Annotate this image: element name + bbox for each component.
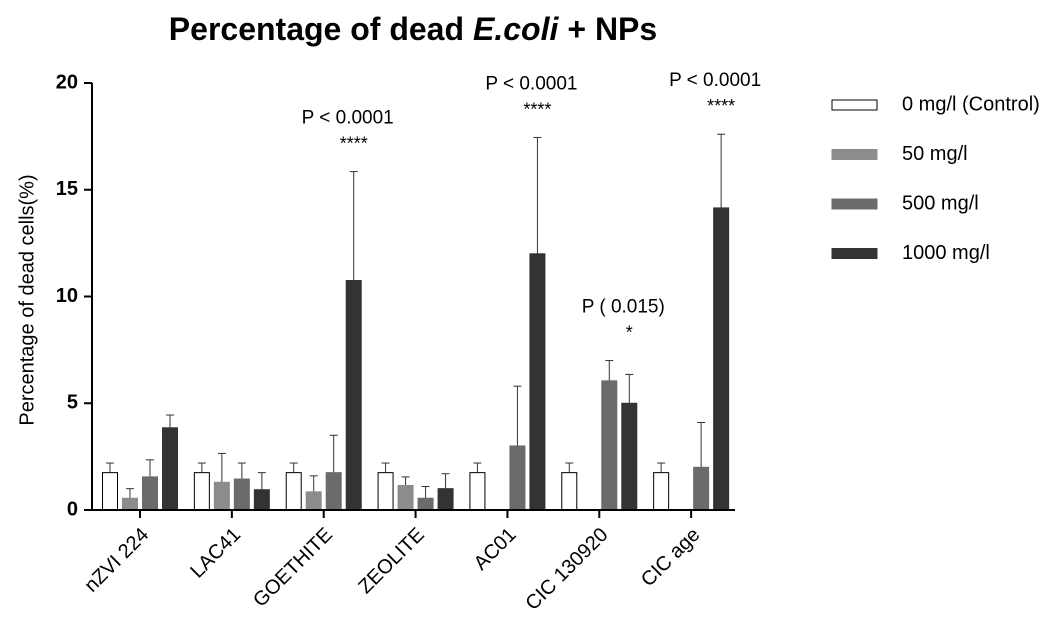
x-tick-label: CIC 130920: [522, 524, 613, 615]
bar: [102, 472, 118, 511]
bar: [377, 472, 394, 511]
x-tick-label: CIC age: [637, 524, 704, 591]
bar: [213, 481, 230, 511]
error-bar: [289, 462, 298, 473]
error-bar: [717, 133, 726, 208]
legend-swatch: [831, 198, 878, 210]
error-bar: [257, 472, 266, 490]
error-bar: [126, 488, 134, 499]
significance-stars: *: [626, 323, 633, 343]
bar: [162, 427, 178, 511]
error-bar: [166, 414, 174, 428]
x-tick-label: LAC41: [186, 524, 245, 583]
error-bar: [697, 421, 706, 468]
title-part: E.coli: [473, 11, 559, 47]
y-tick-label: 5: [67, 392, 78, 414]
error-bar: [381, 462, 390, 473]
bar: [397, 484, 414, 511]
legend-label: 1000 mg/l: [902, 242, 990, 264]
significance-stars: ****: [523, 99, 551, 119]
title-part: Percentage of dead: [169, 11, 464, 47]
error-bar: [309, 475, 318, 492]
error-bar: [565, 462, 574, 473]
legend-swatch: [831, 149, 878, 160]
bar: [713, 207, 730, 511]
error-bar: [197, 462, 206, 473]
error-bar: [605, 360, 614, 381]
y-tick-label: 0: [67, 498, 78, 520]
p-value: P ( 0.015): [582, 297, 665, 318]
x-tick-label: AC01: [470, 524, 521, 575]
significance-stars: ****: [340, 134, 368, 154]
bar: [653, 472, 670, 511]
y-tick-label: 15: [56, 178, 78, 200]
error-bar: [401, 476, 410, 486]
error-bar: [421, 486, 430, 499]
x-tick-label: nZVI 224: [80, 524, 153, 597]
error-bar: [329, 434, 338, 473]
error-bar: [237, 462, 246, 480]
error-bar: [349, 171, 358, 281]
bar: [509, 445, 526, 511]
error-bar: [106, 462, 114, 473]
chart-title: Percentage of dead E.coli + NPs: [169, 11, 657, 47]
legend-label: 0 mg/l (Control): [902, 93, 1040, 115]
bar: [345, 279, 362, 511]
error-bar: [625, 373, 634, 404]
bar: [529, 253, 546, 511]
error-bar: [146, 459, 154, 477]
y-tick-label: 10: [56, 285, 78, 307]
y-tick-label: 20: [56, 71, 78, 93]
bar: [122, 497, 138, 511]
bar: [437, 488, 454, 511]
bar: [193, 472, 210, 511]
bar: [142, 476, 158, 511]
error-bar: [217, 452, 226, 483]
legend-label: 50 mg/l: [902, 143, 968, 165]
x-tick-label: GOETHITE: [249, 524, 337, 612]
x-tick-label: ZEOLITE: [354, 524, 429, 599]
bar: [469, 472, 486, 511]
error-bar: [473, 462, 482, 473]
error-bar: [533, 136, 542, 254]
bar: [601, 380, 618, 511]
bar: [305, 491, 322, 511]
bar: [561, 472, 578, 511]
bar: [285, 472, 302, 511]
error-bar: [441, 473, 450, 489]
significance-stars: ****: [707, 96, 735, 116]
p-value: P < 0.0001: [485, 73, 577, 94]
error-bar: [513, 385, 522, 446]
legend-label: 500 mg/l: [902, 192, 979, 214]
p-value: P < 0.0001: [669, 70, 761, 91]
bar: [417, 497, 434, 511]
error-bar: [657, 462, 666, 473]
bar: [621, 402, 638, 511]
bar: [233, 478, 250, 511]
bar: [253, 489, 270, 511]
bar: [693, 466, 710, 511]
bar: [325, 472, 342, 511]
y-axis-label: Percentage of dead cells(%): [16, 174, 38, 425]
legend-swatch: [831, 248, 878, 259]
legend-swatch: [831, 99, 878, 111]
p-value: P < 0.0001: [302, 108, 394, 129]
title-part: + NPs: [567, 11, 657, 47]
